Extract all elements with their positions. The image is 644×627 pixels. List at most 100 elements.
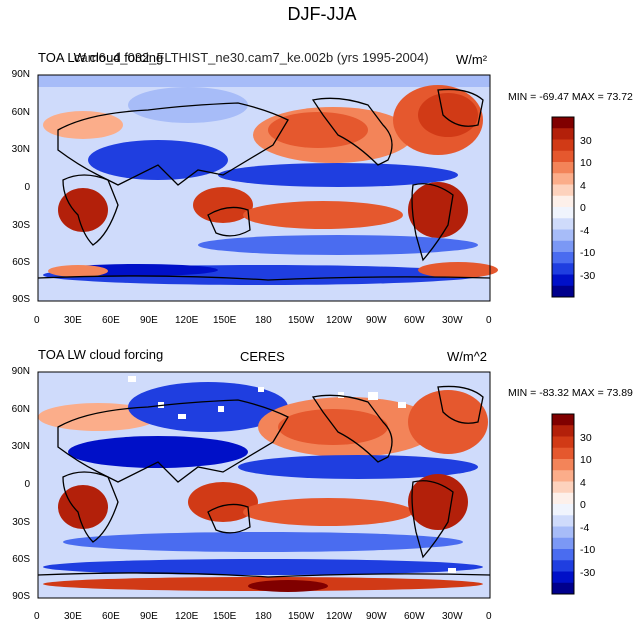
lon-tick-label: 60E (102, 315, 120, 326)
lon-tick-label: 150E (213, 611, 237, 622)
colorbar-label: 10 (580, 454, 592, 466)
colorbar-label: -10 (580, 247, 596, 259)
lat-tick-label: 0 (24, 479, 30, 490)
lat-tick-label: 0 (24, 182, 30, 193)
colorbar-swatch (552, 229, 574, 242)
colorbar-swatch (552, 481, 574, 494)
lon-tick-label: 120W (326, 611, 353, 622)
colorbar-swatch (552, 582, 574, 595)
colorbar-border (551, 413, 575, 595)
colorbar-swatch (552, 549, 574, 561)
colorbar-label: 0 (580, 499, 586, 511)
colorbar-label: -4 (580, 522, 590, 534)
colorbar-swatch (552, 150, 574, 163)
lon-tick-label: 90W (366, 315, 387, 326)
colorbar-swatch (552, 218, 574, 230)
lat-tick-label: 60N (11, 107, 30, 118)
lat-tick-label: 60S (12, 554, 30, 565)
colorbar-swatch (552, 447, 574, 460)
lon-tick-label: 0 (34, 611, 40, 622)
lon-tick-label: 150E (213, 315, 237, 326)
colorbar-swatch (552, 173, 574, 185)
lat-tick-label: 90S (12, 591, 30, 602)
colorbar-swatch (552, 425, 574, 437)
colorbar-swatch (552, 526, 574, 539)
lon-tick-label: 180 (255, 315, 272, 326)
colorbar-label: -10 (580, 544, 596, 556)
lon-tick-label: 60E (102, 611, 120, 622)
figure-title: DJF-JJA (287, 4, 357, 24)
colorbar-swatch (552, 492, 574, 505)
lon-tick-label: 0 (34, 315, 40, 326)
colorbar-label: 10 (580, 157, 592, 169)
lon-tick-label: 120E (175, 315, 199, 326)
lon-tick-label: 150W (288, 611, 315, 622)
lon-tick-label: 30E (64, 315, 82, 326)
lat-tick-label: 90N (11, 69, 30, 80)
lon-tick-label: 60W (404, 611, 425, 622)
colorbar-swatch (552, 128, 574, 140)
colorbar-label: 0 (580, 202, 586, 214)
lon-tick-label: 0 (486, 611, 492, 622)
map-plot-model (37, 74, 498, 302)
colorbar-label: 30 (580, 135, 592, 147)
lat-tick-label: 60S (12, 257, 30, 268)
lon-tick-label: 30E (64, 611, 82, 622)
colorbar-swatch (552, 240, 574, 253)
lon-tick-label: 60W (404, 315, 425, 326)
lon-tick-label: 120E (175, 611, 199, 622)
colorbar-swatch (552, 436, 574, 449)
colorbar-swatch (552, 195, 574, 208)
colorbar-swatch (552, 504, 574, 516)
lat-tick-label: 30N (11, 144, 30, 155)
colorbar-swatch (552, 285, 574, 298)
colorbar-swatch (552, 515, 574, 527)
colorbar-swatch (552, 162, 574, 174)
colorbar-swatch (552, 184, 574, 197)
colorbar-swatch (552, 252, 574, 264)
lon-tick-label: 30W (442, 315, 463, 326)
colorbar-swatch (552, 207, 574, 219)
lon-tick-label: 90E (140, 315, 158, 326)
lat-tick-label: 90N (11, 366, 30, 377)
colorbar-model (551, 116, 575, 298)
lon-tick-label: 180 (255, 611, 272, 622)
colorbar-label: 4 (580, 477, 586, 489)
lon-tick-label: 0 (486, 315, 492, 326)
panel-units: W/m^2 (447, 349, 488, 364)
panel-min-max: MIN = -83.32 MAX = 73.89 (508, 387, 633, 399)
lon-tick-label: 150W (288, 315, 315, 326)
colorbar-border (551, 116, 575, 298)
colorbar-swatch (552, 139, 574, 152)
lon-tick-label: 30W (442, 611, 463, 622)
colorbar-observation (551, 413, 575, 595)
panel-left-title: TOA LW cloud forcing (38, 50, 164, 65)
colorbar-swatch (552, 459, 574, 471)
colorbar-swatch (552, 571, 574, 584)
colorbar-swatch (552, 414, 574, 426)
lat-tick-label: 90S (12, 294, 30, 305)
lat-tick-label: 30N (11, 441, 30, 452)
colorbar-label: 4 (580, 180, 586, 192)
lat-tick-label: 30S (12, 517, 30, 528)
panel-center-title: CERES (240, 349, 285, 364)
lat-tick-label: 60N (11, 404, 30, 415)
colorbar-swatch (552, 537, 574, 550)
lon-tick-label: 90W (366, 611, 387, 622)
panel-center-title: cam6_4_032_FLTHIST_ne30.cam7_ke.002b (yr… (74, 50, 429, 65)
colorbar-label: -4 (580, 225, 590, 237)
map-plot-observation (37, 371, 491, 599)
colorbar-swatch (552, 274, 574, 287)
lon-tick-label: 90E (140, 611, 158, 622)
lat-tick-label: 30S (12, 220, 30, 231)
panel-units: W/m² (456, 52, 488, 67)
colorbar-swatch (552, 117, 574, 129)
colorbar-label: -30 (580, 567, 596, 579)
lon-tick-label: 120W (326, 315, 353, 326)
colorbar-label: -30 (580, 270, 596, 282)
panel-left-title: TOA LW cloud forcing (38, 347, 164, 362)
colorbar-swatch (552, 263, 574, 275)
panel-min-max: MIN = -69.47 MAX = 73.72 (508, 91, 633, 103)
colorbar-swatch (552, 560, 574, 572)
colorbar-swatch (552, 470, 574, 482)
